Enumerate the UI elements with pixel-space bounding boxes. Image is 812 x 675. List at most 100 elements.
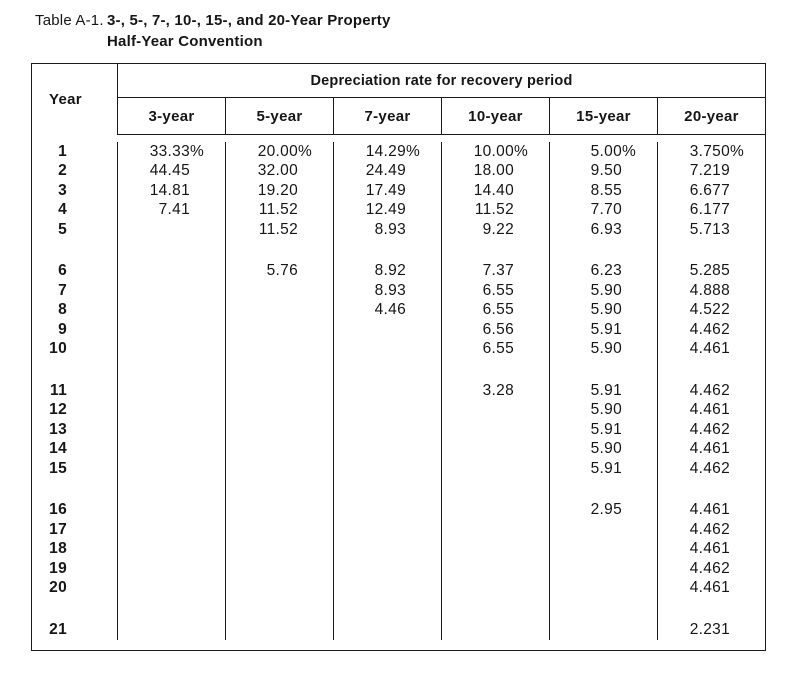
rate-value: 3.28 bbox=[482, 381, 514, 399]
rate-value: 7.41 bbox=[158, 201, 190, 219]
rate-cell bbox=[118, 520, 225, 540]
rate-cell: 5.90 bbox=[550, 340, 657, 360]
rate-value: 11.52 bbox=[258, 201, 298, 219]
rate-value: 14.29 bbox=[365, 142, 406, 160]
rate-cell bbox=[442, 520, 549, 540]
group-gap bbox=[334, 359, 441, 381]
rate-value: 4.462 bbox=[689, 559, 730, 577]
rate-cell: 7.37 bbox=[442, 262, 549, 282]
rate-cell: 6.55 bbox=[442, 340, 549, 360]
column-header-3-year: 3-year bbox=[148, 107, 195, 125]
rate-cell: 8.93 bbox=[334, 281, 441, 301]
rate-value: 4.462 bbox=[689, 381, 730, 399]
year-cell: 4 bbox=[58, 201, 67, 219]
rate-value: 5.90 bbox=[590, 340, 622, 358]
rate-cell: 18.00 bbox=[442, 162, 549, 182]
rate-cell bbox=[118, 420, 225, 440]
rate-cell bbox=[442, 459, 549, 479]
rate-value: 4.461 bbox=[689, 340, 730, 358]
rate-value: 2.95 bbox=[590, 501, 622, 519]
year-cell: 17 bbox=[49, 520, 67, 538]
rate-cell: 6.93 bbox=[550, 220, 657, 240]
rate-cell bbox=[334, 440, 441, 460]
year-cell: 6 bbox=[58, 262, 67, 280]
rate-cell bbox=[118, 220, 225, 240]
table-title-line1: 3-, 5-, 7-, 10-, 15-, and 20-Year Proper… bbox=[107, 12, 391, 29]
rate-cell bbox=[442, 501, 549, 521]
group-gap bbox=[226, 479, 333, 501]
rate-cell: 4.888 bbox=[658, 281, 765, 301]
year-cell: 19 bbox=[49, 559, 67, 577]
rate-cell bbox=[118, 579, 225, 599]
rate-cell: 4.462 bbox=[658, 459, 765, 479]
rate-cell: 11.52 bbox=[226, 201, 333, 221]
depreciation-rate-table: Year Depreciation rate for recovery peri… bbox=[31, 63, 766, 651]
rate-cell bbox=[226, 440, 333, 460]
rate-cell bbox=[226, 579, 333, 599]
rate-value: 17.49 bbox=[365, 181, 406, 199]
year-cell: 7 bbox=[58, 281, 67, 299]
year-cell: 11 bbox=[50, 381, 67, 399]
rate-cell bbox=[118, 440, 225, 460]
rate-cell bbox=[442, 401, 549, 421]
year-cell: 15 bbox=[49, 459, 67, 477]
rate-value: 7.219 bbox=[689, 162, 730, 180]
rate-cell: 4.462 bbox=[658, 420, 765, 440]
rate-value: 6.56 bbox=[482, 320, 514, 338]
rate-value: 5.90 bbox=[590, 301, 622, 319]
rate-cell: 10.00% bbox=[442, 142, 549, 162]
rate-cell: 8.55 bbox=[550, 181, 657, 201]
rate-value: 20.00 bbox=[257, 142, 298, 160]
rate-value: 5.90 bbox=[590, 440, 622, 458]
rate-value: 6.55 bbox=[482, 301, 514, 319]
rate-cell bbox=[550, 620, 657, 640]
rate-cell: 6.55 bbox=[442, 301, 549, 321]
group-gap bbox=[334, 479, 441, 501]
rate-value: 6.55 bbox=[482, 340, 514, 358]
rate-cell bbox=[118, 301, 225, 321]
rate-cell bbox=[442, 620, 549, 640]
group-gap bbox=[32, 359, 117, 381]
rate-value: 6.23 bbox=[590, 262, 622, 280]
rate-value: 2.231 bbox=[689, 620, 730, 638]
rate-value: 5.91 bbox=[590, 320, 622, 338]
data-column-15-year: 5.00% 9.50 8.55 7.70 6.93 6.23 5.90 5.90 5.91 5.9… bbox=[549, 142, 657, 640]
rate-value: 6.677 bbox=[689, 181, 730, 199]
rate-cell bbox=[226, 281, 333, 301]
rate-cell bbox=[118, 540, 225, 560]
year-cell: 8 bbox=[58, 301, 67, 319]
rate-value: 8.93 bbox=[374, 281, 406, 299]
rate-cell: 5.76 bbox=[226, 262, 333, 282]
year-cell: 12 bbox=[49, 401, 67, 419]
group-gap bbox=[32, 240, 117, 262]
group-gap bbox=[118, 359, 225, 381]
rate-cell: 2.95 bbox=[550, 501, 657, 521]
rate-cell: 20.00% bbox=[226, 142, 333, 162]
rate-cell: 4.461 bbox=[658, 579, 765, 599]
rate-cell bbox=[442, 540, 549, 560]
rate-cell bbox=[334, 540, 441, 560]
group-gap bbox=[226, 240, 333, 262]
rate-value: 7.70 bbox=[590, 201, 622, 219]
percent-sign: % bbox=[622, 142, 637, 160]
group-gap bbox=[32, 479, 117, 501]
group-gap bbox=[32, 598, 117, 620]
rate-value: 11.52 bbox=[474, 201, 514, 219]
year-cell: 1 bbox=[58, 142, 67, 160]
group-gap bbox=[442, 598, 549, 620]
rate-cell: 7.219 bbox=[658, 162, 765, 182]
year-cell: 9 bbox=[58, 320, 67, 338]
year-cell: 13 bbox=[49, 420, 67, 438]
rate-cell: 5.91 bbox=[550, 420, 657, 440]
rate-cell bbox=[118, 459, 225, 479]
rate-cell: 5.285 bbox=[658, 262, 765, 282]
group-gap bbox=[226, 359, 333, 381]
rate-cell: 11.52 bbox=[226, 220, 333, 240]
rate-value: 4.462 bbox=[689, 459, 730, 477]
rate-cell bbox=[226, 320, 333, 340]
rate-cell: 5.90 bbox=[550, 281, 657, 301]
rate-cell bbox=[226, 301, 333, 321]
rate-value: 4.461 bbox=[689, 540, 730, 558]
rate-cell: 5.90 bbox=[550, 440, 657, 460]
rate-cell: 9.50 bbox=[550, 162, 657, 182]
